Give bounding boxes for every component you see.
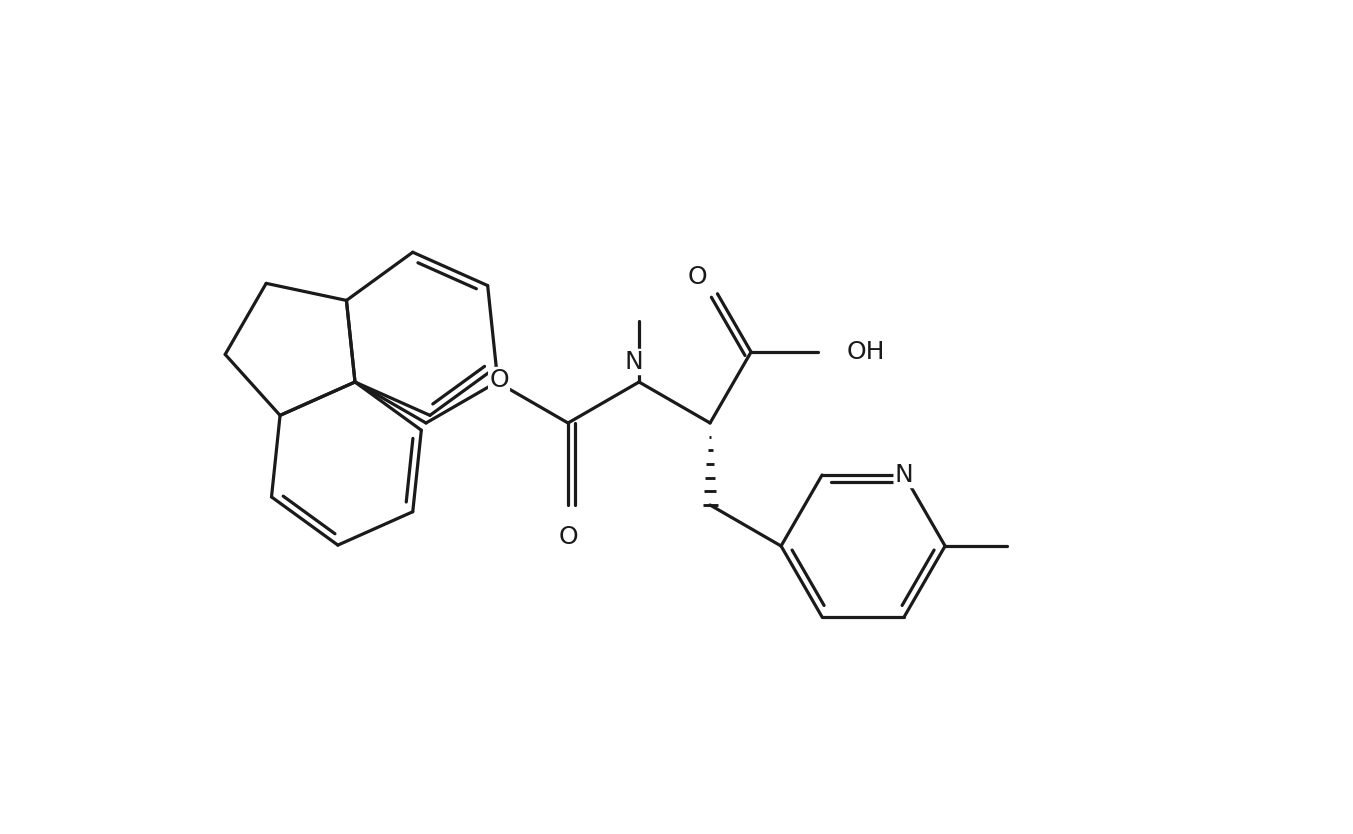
Text: N: N <box>894 463 913 487</box>
Text: OH: OH <box>847 340 885 364</box>
Text: N: N <box>625 350 644 374</box>
Text: O: O <box>559 525 578 549</box>
Text: O: O <box>490 368 509 392</box>
Text: O: O <box>687 264 708 289</box>
